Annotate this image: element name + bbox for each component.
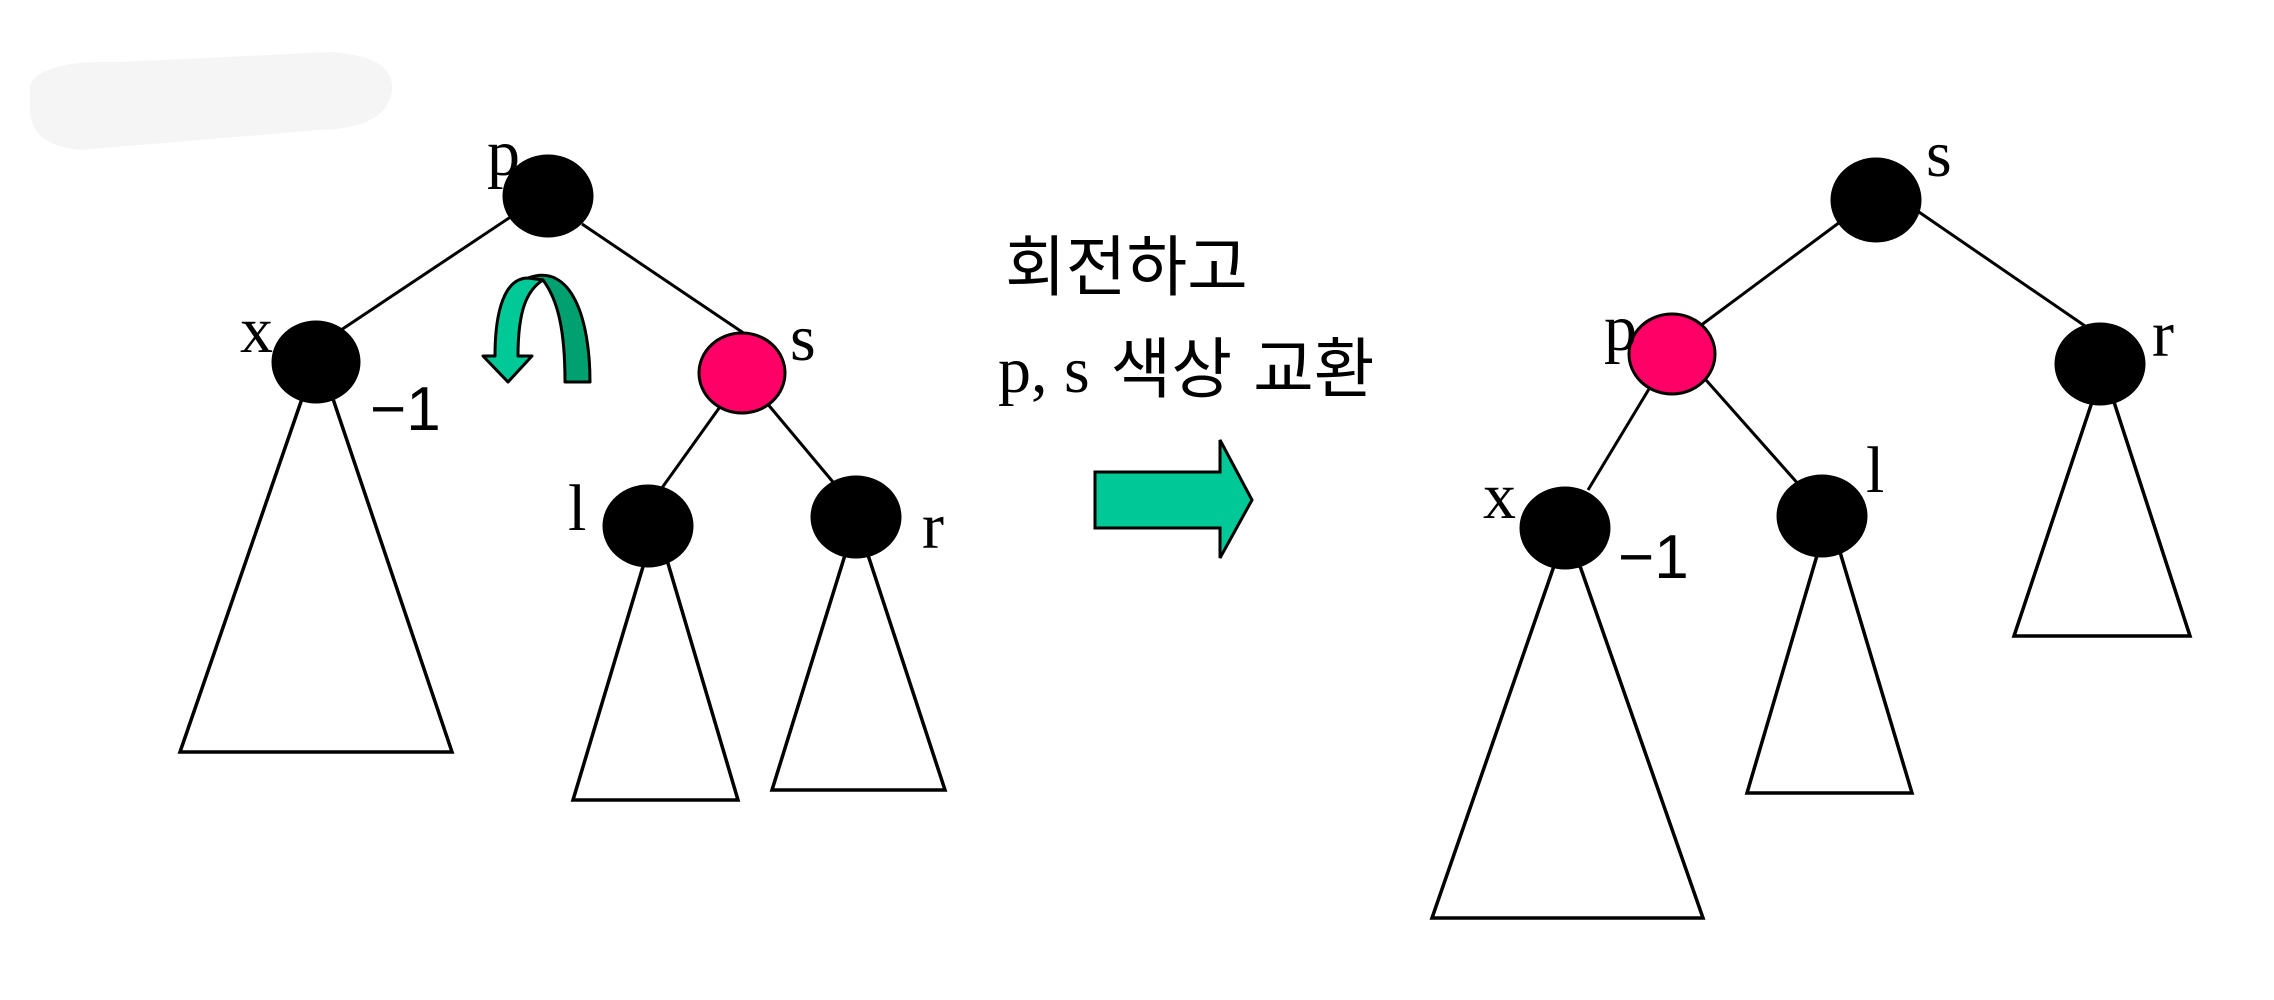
label-p: p	[487, 117, 520, 190]
label-l: l	[1866, 434, 1884, 507]
background-smudge	[30, 52, 393, 150]
edge-s-r	[1915, 208, 2089, 330]
node-p	[502, 154, 594, 238]
balance-x: −1	[1618, 523, 1689, 592]
right-arrow-icon	[1093, 439, 1254, 559]
node-s	[697, 331, 787, 415]
label-r: r	[2152, 298, 2174, 371]
node-l	[602, 484, 694, 568]
subtree-x	[177, 388, 455, 754]
edge-p-x	[337, 214, 513, 334]
node-p	[1627, 312, 1717, 396]
after-tree: s p r x l −1	[1429, 118, 2193, 920]
node-r	[2054, 322, 2146, 406]
caption-line-2-latin: p, s	[998, 334, 1090, 407]
subtree-x	[1429, 564, 1706, 920]
rotate-left-icon	[481, 273, 592, 384]
label-x: x	[1483, 460, 1516, 533]
subtree-r	[2011, 400, 2193, 638]
edge-p-x	[1586, 383, 1654, 491]
node-s	[1830, 157, 1922, 243]
subtree-l	[570, 558, 741, 802]
node-x	[271, 320, 361, 404]
balance-x: −1	[370, 375, 441, 444]
edge-p-s	[581, 222, 746, 336]
label-l: l	[568, 472, 586, 545]
edge-s-r	[764, 401, 840, 489]
subtree-r	[769, 553, 948, 792]
subtree-l	[1744, 550, 1915, 795]
caption-line-2: p, s 색상 교환	[998, 331, 1375, 408]
edge-s-l	[657, 403, 724, 493]
caption-line-1: 회전하고	[1005, 229, 1248, 306]
label-s: s	[1926, 118, 1952, 191]
before-tree: p x s l r −1	[177, 117, 948, 802]
label-x: x	[240, 294, 273, 367]
node-x	[1519, 486, 1611, 570]
node-l	[1776, 474, 1868, 558]
label-r: r	[922, 490, 944, 563]
edge-s-p	[1699, 220, 1841, 328]
edge-p-l	[1704, 379, 1802, 487]
caption-line-2-korean: 색상 교환	[1090, 331, 1375, 408]
node-r	[810, 475, 902, 559]
label-p: p	[1604, 292, 1637, 365]
label-s: s	[790, 302, 816, 375]
caption: 회전하고 p, s 색상 교환	[998, 229, 1375, 408]
